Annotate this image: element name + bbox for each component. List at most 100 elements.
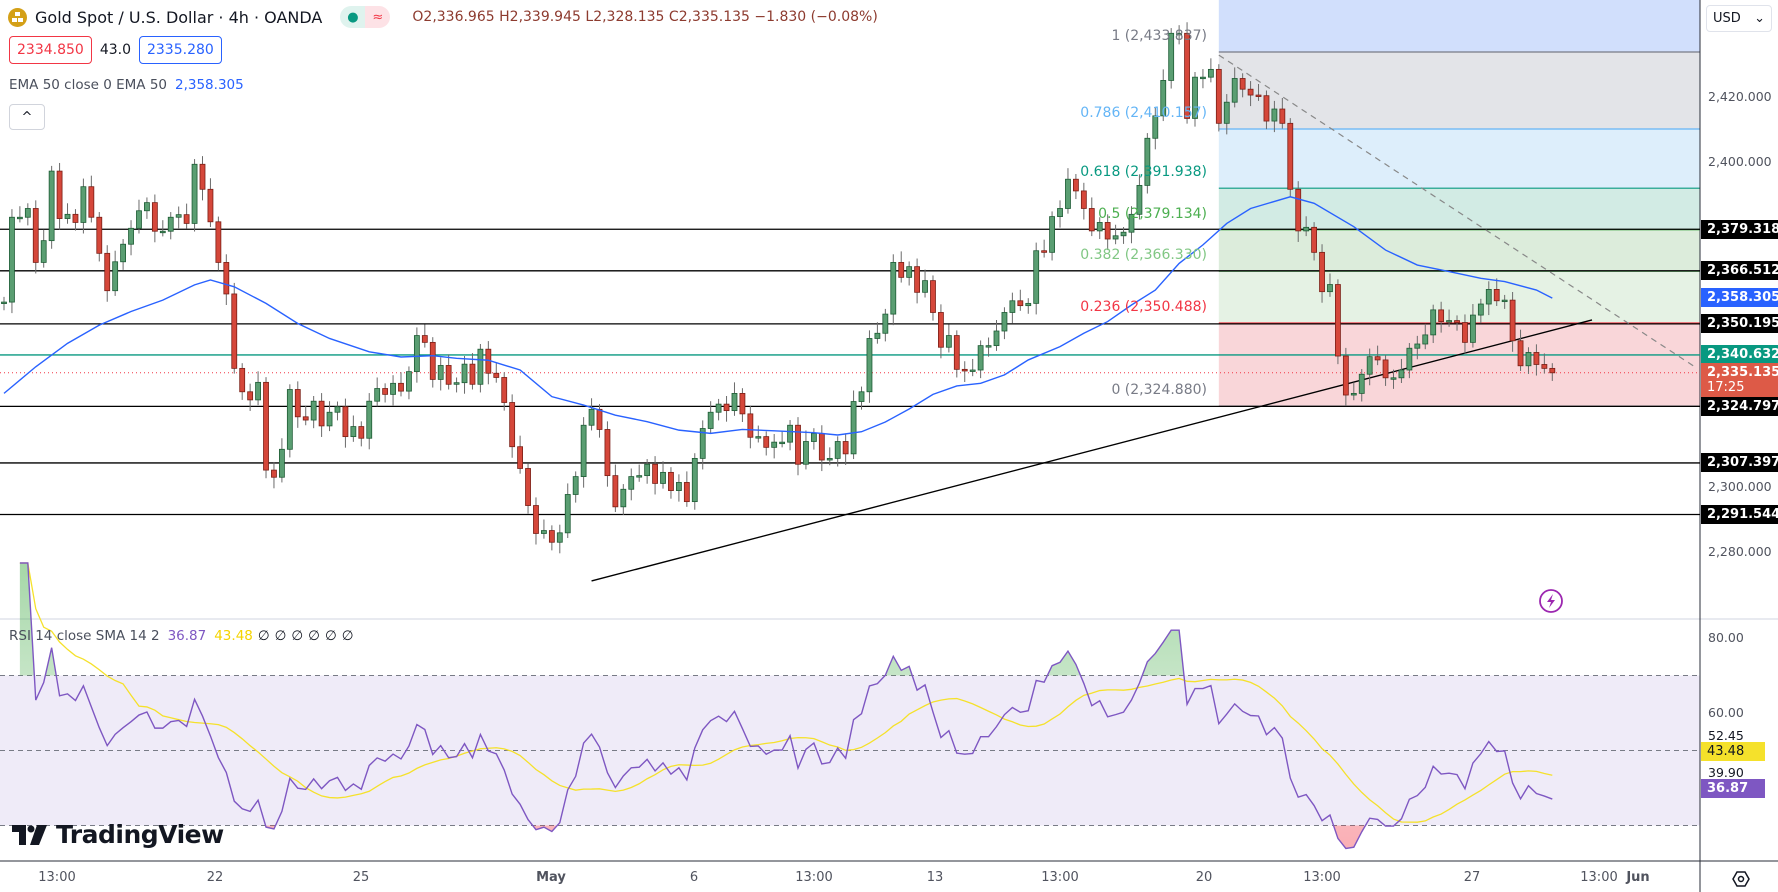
candle [906,266,913,278]
last-price-tag: 2,335.135 17:25 [1701,363,1778,397]
candle [1176,32,1183,36]
symbol-header: Gold Spot / U.S. Dollar · 4h · OANDA ● ≈… [8,5,878,29]
low-label: L [585,9,594,25]
candle [715,403,722,413]
currency-selector[interactable]: USD ⌄ [1706,5,1772,32]
candle [930,280,936,313]
candle [1136,184,1143,215]
candle [1033,250,1040,304]
time-label: 6 [689,870,699,885]
candle [366,400,373,439]
time-label: 13:00 [1580,870,1618,885]
candle [1263,95,1270,122]
candle [739,392,746,415]
fib-level-label: 0.382 (2,366.330) [1080,247,1207,264]
last-price-value: 2,335.135 [1707,365,1778,380]
candle [945,335,952,348]
candle [612,475,619,508]
tradingview-logo[interactable]: TradingView [12,820,224,849]
candle [96,216,103,254]
candle [88,186,95,218]
descending-trendline [1218,54,1696,368]
candle [834,441,841,459]
na-value: ∅ [274,628,287,644]
rsi-line [19,562,1553,850]
price-level-tag: 2,379.318 [1701,219,1778,239]
candle [882,313,889,334]
settings-icon[interactable] [1732,871,1750,887]
fib-band [1218,229,1700,272]
na-value: ∅ [257,628,270,644]
time-label: May [536,870,566,885]
candle [398,382,404,392]
candle [731,392,738,412]
price-level-tag: 2,350.195 [1701,314,1778,334]
buy-button[interactable]: 2335.280 [138,36,222,64]
rsi-tick: 60.00 [1708,705,1744,720]
candle [1327,284,1333,293]
candle [406,371,412,392]
lightning-icon[interactable] [1539,589,1563,613]
candle [1152,115,1159,139]
market-status[interactable]: ● ≈ [340,6,391,28]
rsi-tick: 80.00 [1708,630,1744,645]
candle [1025,302,1032,307]
candle [1120,231,1127,237]
candle [1446,320,1452,323]
candle [1398,369,1405,379]
lightning-icon-bolt [1547,594,1555,608]
rsi-legend[interactable]: RSI 14 close SMA 14 2 36.87 43.48 ∅ ∅ ∅ ∅ ∅ ∅ [9,628,353,644]
candle [691,457,698,503]
candle [1271,108,1278,122]
candle [72,213,79,223]
candle [302,416,309,421]
candle [1493,288,1500,302]
candle [1509,299,1516,342]
rsi-overbought-fill [19,563,1553,676]
candle [1374,356,1381,361]
candle [128,227,134,245]
fib-band [1218,188,1700,230]
ema-50-line [3,196,1553,436]
candle [890,262,897,315]
candle [1128,213,1135,233]
candle [318,400,325,427]
candle [572,476,579,495]
candle [1414,343,1421,349]
candle [215,221,222,263]
candle [564,494,571,534]
candle [437,365,444,380]
time-label: 13 [926,870,944,885]
price-tick: 2,400.000 [1708,154,1772,169]
open-value: 2,336.965 [423,9,495,25]
ema-legend[interactable]: EMA 50 close 0 EMA 50 2,358.305 [9,77,244,93]
candle [1462,322,1468,343]
candles [1,22,1556,554]
candle [755,436,762,439]
candle [239,367,246,393]
candle [247,391,254,401]
sell-button[interactable]: 2334.850 [9,36,92,64]
candle [1049,216,1055,253]
candle [358,426,365,439]
symbol-title[interactable]: Gold Spot / U.S. Dollar · 4h · OANDA [35,7,323,27]
candle [676,482,682,491]
currency-label: USD [1713,11,1741,26]
candle [1096,222,1103,232]
collapse-legend-button[interactable]: ^ [9,104,45,130]
candle [9,216,15,303]
candle [1335,284,1341,357]
candle [24,208,31,218]
candle [922,280,928,293]
candle [151,202,158,232]
candle [310,400,317,421]
candle [620,488,627,508]
candle [541,530,547,534]
price-tick: 2,300.000 [1708,479,1772,494]
candle [223,262,230,295]
trade-buttons: 2334.850 43.0 2335.280 [9,36,222,64]
ohlc-values: O2,336.965 H2,339.945 L2,328.135 C2,335.… [412,9,877,25]
candle [342,406,349,438]
candle [207,188,214,223]
